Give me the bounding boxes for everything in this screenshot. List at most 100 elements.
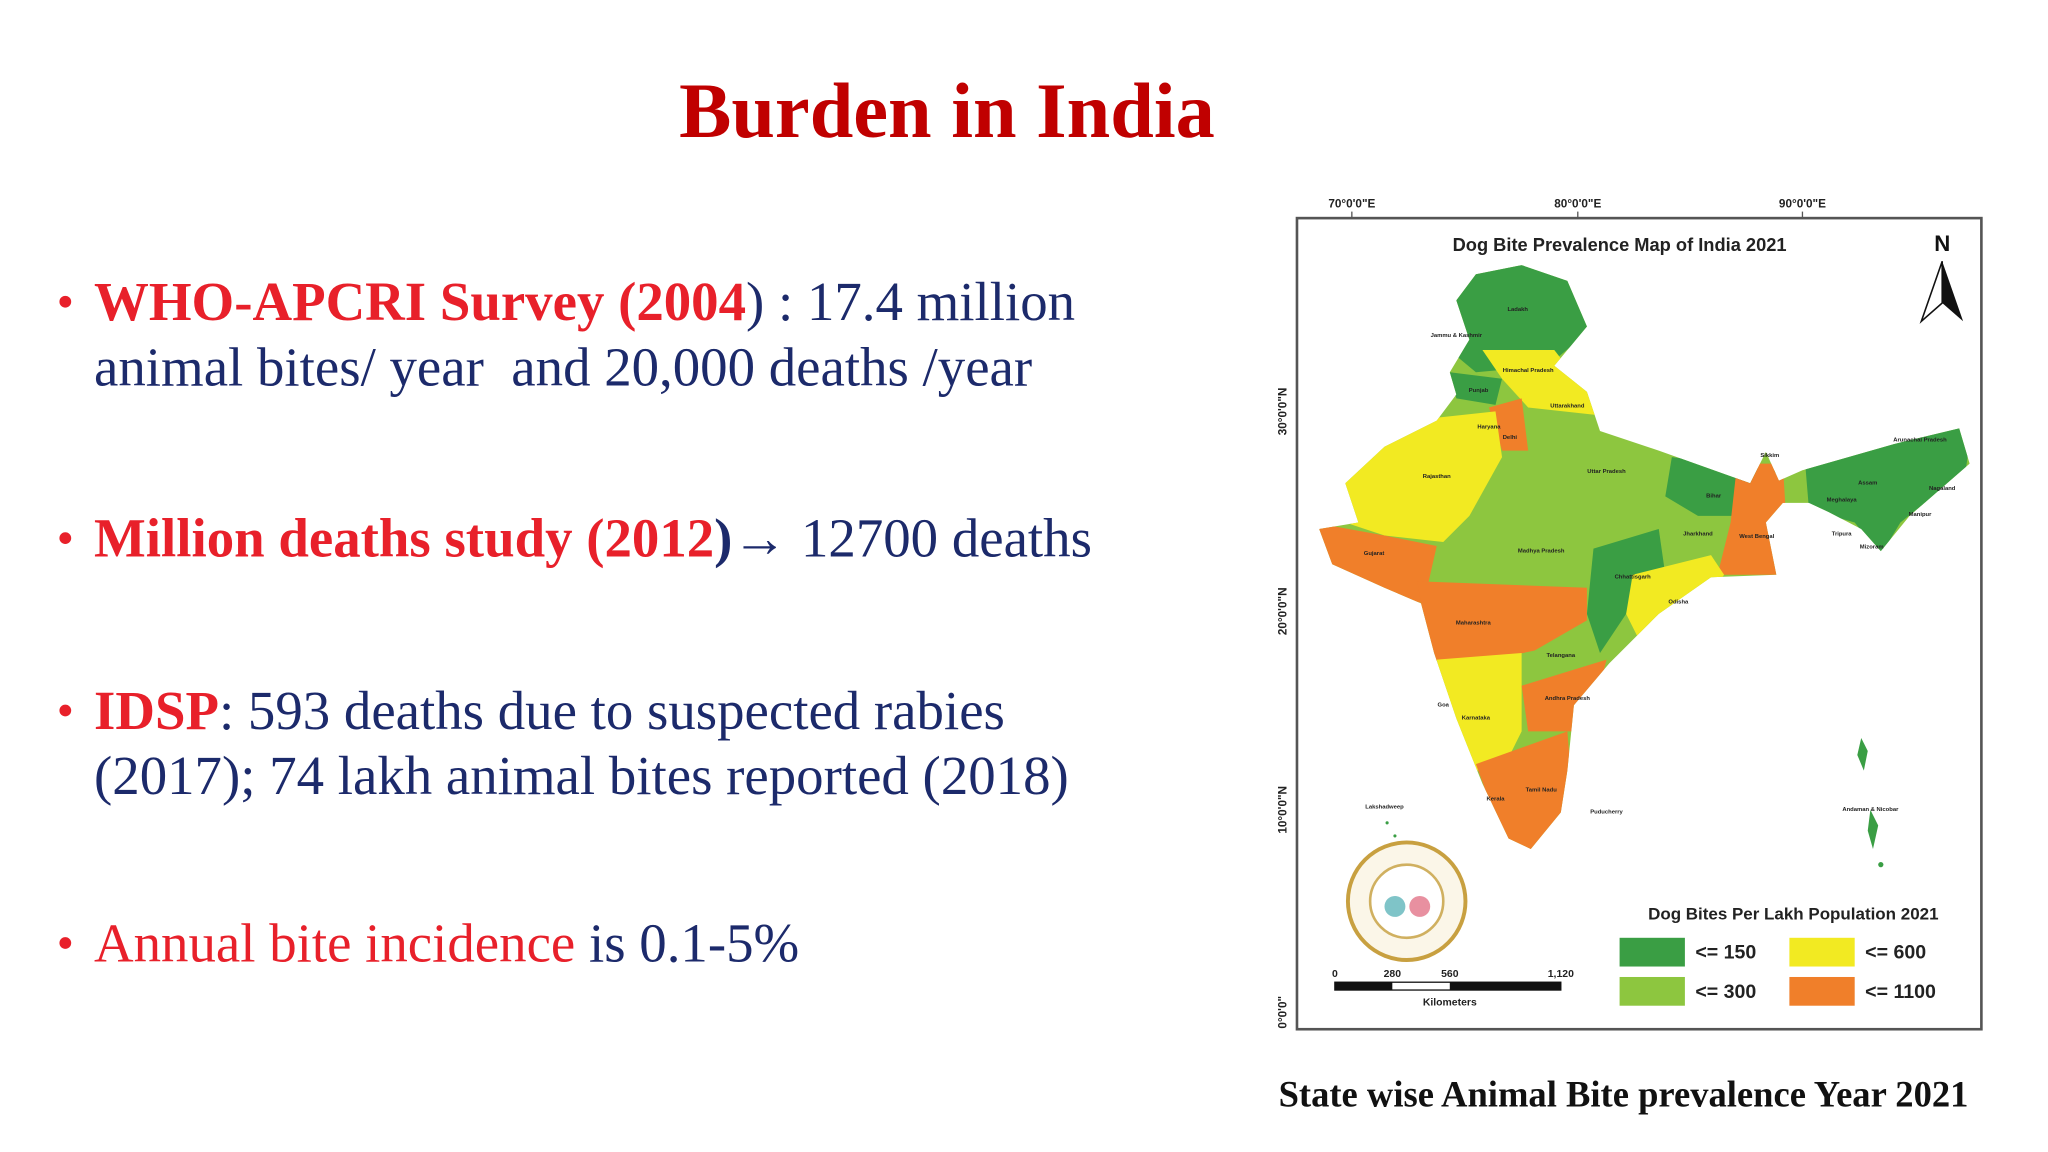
legend-swatch [1619, 937, 1685, 967]
latitude-labels: 30°0'0"N 20°0'0"N 10°0'0"N 0°0'0" [1277, 388, 1290, 1029]
bullet-text: )→ [714, 507, 787, 568]
region [1482, 350, 1600, 416]
state-label: Jharkhand [1683, 532, 1713, 538]
bullet-text: 12700 deaths [787, 507, 1092, 568]
island [1878, 862, 1884, 868]
state-label: Uttar Pradesh [1587, 469, 1626, 475]
state-label: Jammu & Kashmir [1431, 333, 1483, 339]
latitude-label: 20°0'0"N [1277, 587, 1290, 635]
state-label: Andaman & Nicobar [1842, 807, 1899, 813]
logo [1409, 896, 1431, 917]
state-label: Maharashtra [1456, 620, 1492, 626]
legend-swatch [1789, 976, 1855, 1006]
scale-label: 560 [1441, 969, 1459, 980]
scale-unit: Kilometers [1423, 998, 1477, 1009]
bullet-line: WHO-APCRI Survey (2004) : 17.4 million [94, 271, 1075, 332]
scale-bar [1449, 982, 1561, 991]
region [1586, 528, 1666, 654]
state-label: Delhi [1503, 435, 1518, 441]
state-label: Meghalaya [1827, 498, 1858, 504]
bullet-text: ) : 17.4 million [746, 271, 1075, 332]
region [1449, 372, 1503, 405]
bullet-text: Annual bite incidence [94, 912, 575, 973]
state-label: Madhya Pradesh [1518, 548, 1565, 554]
state-label: Lakshadweep [1365, 804, 1404, 810]
scale-label: 280 [1384, 969, 1402, 980]
state-label: Andhra Pradesh [1545, 696, 1591, 702]
island [1385, 821, 1389, 825]
scale-labels: 0 280 560 1,120 [1332, 969, 1574, 980]
state-label: Nagaland [1929, 486, 1956, 492]
state-label: Karnataka [1462, 716, 1491, 722]
state-label: Rajasthan [1423, 474, 1451, 480]
state-label: Goa [1438, 703, 1450, 709]
bullet-text: animal bites/ year and 20,000 deaths /ye… [94, 336, 1032, 397]
island [1857, 737, 1868, 771]
scale-label: 0 [1332, 969, 1338, 980]
legend-swatch [1619, 976, 1685, 1006]
state-label: Punjab [1469, 388, 1489, 394]
bullet-dot [59, 937, 72, 949]
bullet-text: WHO-APCRI Survey (2004 [94, 271, 746, 332]
state-label: Tripura [1832, 532, 1853, 538]
longitude-label: 80°0'0"E [1554, 198, 1601, 211]
logo [1368, 863, 1445, 940]
legend-title: Dog Bites Per Lakh Population 2021 [1648, 905, 1938, 924]
bullet-list: WHO-APCRI Survey (2004) : 17.4 millionan… [59, 271, 1092, 973]
longitude-label: 70°0'0"E [1328, 198, 1375, 211]
map-title: Dog Bite Prevalence Map of India 2021 [1453, 234, 1787, 255]
state-label: Haryana [1477, 424, 1501, 430]
bullet-line: Million deaths study (2012)→ 12700 death… [94, 507, 1092, 568]
region [1436, 265, 1594, 373]
region [1626, 555, 1725, 640]
state-label: Ladakh [1507, 307, 1528, 313]
state-labels: Ladakh Jammu & Kashmir Himachal Pradesh Pun… [1364, 307, 1956, 816]
region [1417, 581, 1587, 667]
bullet-text: IDSP [94, 680, 219, 741]
island [1393, 834, 1397, 838]
state-label: Assam [1858, 481, 1877, 487]
north-label: N [1934, 231, 1950, 256]
state-label: Gujarat [1364, 551, 1385, 557]
state-label: Bihar [1706, 494, 1722, 500]
logo [1384, 896, 1406, 917]
legend-label: <= 300 [1695, 981, 1756, 1003]
longitude-label: 90°0'0"E [1779, 198, 1826, 211]
scale-label: 1,120 [1548, 969, 1574, 980]
state-label: Tamil Nadu [1526, 788, 1558, 794]
north-arrow [1919, 260, 1943, 324]
legend-label: <= 150 [1695, 942, 1756, 964]
state-label: West Bengal [1739, 534, 1774, 540]
island [1867, 809, 1879, 849]
state-label: Odisha [1668, 599, 1689, 605]
legend: <= 150 <= 300 <= 600 <= 1100 [1619, 937, 1936, 1006]
slide-title: Burden in India [679, 67, 1215, 154]
scale-bar [1334, 982, 1393, 991]
state-label: Sikkim [1760, 453, 1779, 459]
region [1319, 522, 1437, 604]
bullet-text: Million deaths study (2012 [94, 507, 714, 568]
figure-caption: State wise Animal Bite prevalence Year 2… [1279, 1073, 1969, 1114]
bullet-dot [59, 532, 72, 544]
bullet-line: animal bites/ year and 20,000 deaths /ye… [94, 336, 1032, 397]
bullet-text: is 0.1-5% [575, 912, 799, 973]
map-figure: 70°0'0"E 80°0'0"E 90°0'0"E 30°0'0"N 20°0'0"… [1277, 198, 1983, 1031]
bullet-dot [59, 295, 72, 308]
bullet-text: : 593 deaths due to suspected rabies [219, 680, 1005, 741]
state-label: Chhattisgarh [1615, 575, 1652, 581]
latitude-label: 30°0'0"N [1277, 388, 1290, 436]
legend-label: <= 1100 [1865, 981, 1936, 1003]
state-label: Himachal Pradesh [1503, 368, 1554, 374]
state-label: Mizoram [1860, 545, 1884, 551]
longitude-labels: 70°0'0"E 80°0'0"E 90°0'0"E [1328, 198, 1826, 219]
state-label: Telangana [1547, 653, 1576, 659]
bullet-dot [59, 704, 72, 717]
legend-swatch [1789, 937, 1855, 967]
state-label: Uttarakhand [1550, 404, 1585, 410]
region [1436, 653, 1522, 771]
north-arrow [1942, 261, 1964, 322]
state-label: Kerala [1487, 797, 1506, 803]
bullet-line: (2017); 74 lakh animal bites reported (2… [94, 745, 1069, 806]
